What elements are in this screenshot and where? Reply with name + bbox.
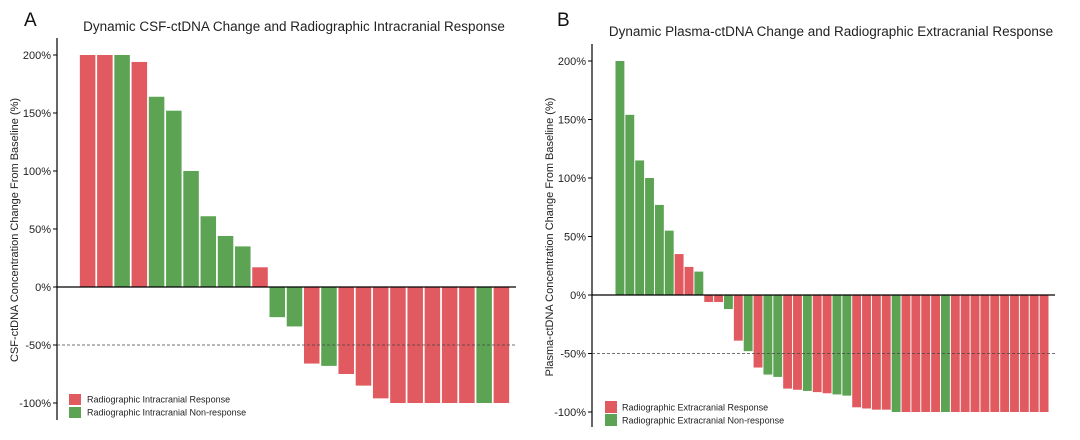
bar [674,254,684,295]
bar [114,55,130,287]
panel-a-y-axis-label: CSF-ctDNA Concentration Change From Base… [9,98,21,362]
bar [743,295,753,352]
bar [694,271,704,295]
bar [372,287,389,399]
panel-a-legend: Radiographic Intracranial Response Radio… [69,394,246,418]
panel-b-legend: Radiographic Extracranial Response Radio… [605,401,784,426]
bar [252,267,268,287]
y-tick-label: 50% [564,232,586,244]
panel-b-legend-swatch-non-response [605,414,617,426]
bar [911,295,921,412]
bar [166,110,182,288]
bar [901,295,911,412]
y-tick-label: 100% [558,173,586,185]
panel-a: A Dynamic CSF-ctDNA Change and Radiograp… [9,10,516,420]
bar [235,246,251,287]
bar [97,55,113,287]
bar [355,287,372,386]
bar [493,287,510,403]
bar [793,295,802,390]
y-tick-label: 150% [558,115,586,127]
y-tick-label: 100% [23,166,51,178]
bar [183,171,199,287]
bar [303,287,320,364]
bar [654,204,664,295]
bar [862,295,871,409]
bar [286,287,303,327]
panel-b-bars [615,61,1049,412]
y-tick-label: 200% [558,56,586,68]
bar [635,160,645,295]
bar [812,295,822,393]
panel-a-legend-label-non-response: Radiographic Intracranial Non-response [87,408,246,418]
bar [684,266,694,295]
bar [842,295,852,396]
y-tick-label: -100% [554,407,586,419]
panel-b-legend-label-response: Radiographic Extracranial Response [622,403,768,413]
bar [931,295,941,412]
panel-a-legend-swatch-non-response [69,407,81,418]
bar [773,295,783,377]
panel-b-label: B [557,10,570,31]
panel-b-y-ticks: -100% -50% 0% 50% 100% 150% 200% [554,56,592,419]
bar [407,287,423,403]
bar [871,295,881,410]
panel-a-label: A [24,10,37,31]
y-tick-label: 0% [35,282,51,294]
bar [802,295,812,391]
bar [891,295,901,412]
bar [970,295,980,412]
panel-b-legend-swatch-response [605,401,617,413]
bar [338,287,354,374]
bar [321,287,337,366]
bar [852,295,862,408]
panel-b-title: Dynamic Plasma-ctDNA Change and Radiogra… [609,24,1053,39]
y-tick-label: 200% [23,50,51,62]
bar [645,178,654,295]
y-tick-label: -50% [25,340,51,352]
bar [733,295,743,341]
bar [459,287,475,403]
panel-a-legend-label-response: Radiographic Intracranial Response [87,395,230,405]
bar [950,295,960,412]
bar [625,114,635,295]
panel-b: B Dynamic Plasma-ctDNA Change and Radiog… [544,10,1055,427]
bar [832,295,842,395]
bar [822,295,832,394]
bar [940,295,950,412]
panel-a-title: Dynamic CSF-ctDNA Change and Radiographi… [83,19,505,34]
bar [615,61,625,295]
bar [960,295,970,412]
bar [269,287,286,318]
y-tick-label: 150% [23,108,51,120]
bar [664,230,674,295]
bar [921,295,931,412]
bar [714,295,724,303]
bar [704,295,714,303]
bar [131,61,148,288]
panel-b-legend-label-non-response: Radiographic Extracranial Non-response [622,416,784,426]
bar [881,295,891,410]
panel-b-y-axis-label: Plasma-ctDNA Concentration Change From B… [544,98,556,377]
y-tick-label: -100% [19,398,51,410]
panel-a-legend-swatch-response [69,394,81,405]
bar [217,235,234,287]
y-tick-label: 0% [570,290,586,302]
y-tick-label: 50% [29,224,51,236]
panel-a-y-ticks: -100% -50% 0% 50% 100% 150% 200% [19,50,57,410]
bar [79,55,96,287]
bar [148,96,165,287]
bar [723,295,733,310]
panel-a-bars [79,55,510,403]
bar [763,295,773,375]
bar [200,216,217,287]
y-tick-label: -50% [560,349,586,361]
bar [753,295,763,368]
bar [783,295,793,389]
